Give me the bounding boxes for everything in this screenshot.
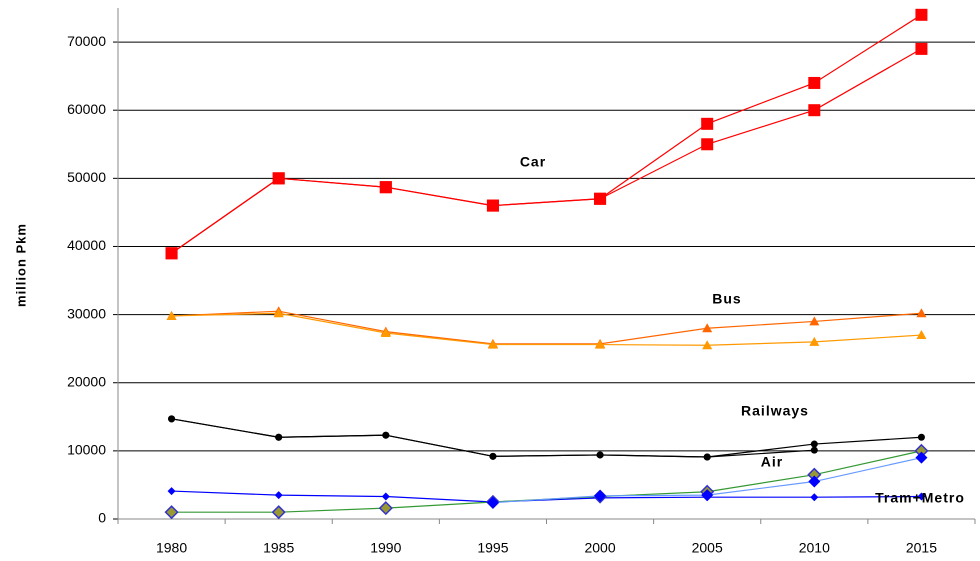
y-tick-label: 50000 [67,169,106,185]
x-tick-label: 2000 [584,540,615,556]
y-tick-label: 70000 [67,33,106,49]
annotation: Tram+Metro [875,490,965,506]
y-tick-label: 30000 [67,305,106,321]
annotation: Railways [741,403,809,419]
marker [382,431,390,439]
marker [594,192,607,205]
marker [810,446,818,454]
series-line [171,490,922,503]
marker [165,247,178,260]
marker [917,492,926,501]
marker [489,452,497,460]
marker [271,505,286,520]
x-tick-label: 1995 [477,540,508,556]
x-tick-label: 1985 [263,540,294,556]
marker [702,323,713,333]
y-tick-label: 0 [98,510,106,526]
marker [809,316,820,326]
marker [486,496,499,509]
marker [701,117,714,130]
marker [168,415,176,423]
marker [915,451,928,464]
marker [915,42,928,55]
y-tick-label: 10000 [67,442,106,458]
marker [808,76,821,89]
x-tick-label: 1990 [370,540,401,556]
marker [379,181,392,194]
marker [808,104,821,117]
y-tick-label: 60000 [67,101,106,117]
x-tick-label: 2010 [799,540,830,556]
marker [809,336,820,346]
x-tick-label: 2015 [906,540,937,556]
marker [594,489,607,502]
marker [275,433,283,441]
marker [166,310,177,320]
marker [808,475,821,488]
marker [167,487,176,496]
series-line [171,312,922,346]
marker [272,172,285,185]
marker [702,340,713,350]
y-axis-title: million Pkm [13,223,28,307]
marker [701,138,714,151]
y-tick-label: 20000 [67,373,106,389]
marker [487,339,498,349]
series-line [171,14,922,254]
marker [703,453,711,461]
y-tick-label: 40000 [67,237,106,253]
marker [274,491,283,500]
marker [380,327,391,337]
marker [273,308,284,318]
series-line [171,48,922,254]
x-tick-label: 2005 [692,540,723,556]
annotation: Car [520,154,546,170]
marker [915,8,928,21]
annotation: Bus [712,291,741,307]
marker [916,330,927,340]
marker [378,501,393,516]
annotation: Air [761,454,783,470]
marker [164,505,179,520]
marker [701,489,714,502]
marker [810,440,818,448]
marker [917,433,925,441]
marker [381,492,390,501]
marker [916,308,927,318]
marker [595,339,606,349]
series-line [171,310,922,345]
marker [486,199,499,212]
marker [810,493,819,502]
marker [596,451,604,459]
x-tick-label: 1980 [156,540,187,556]
